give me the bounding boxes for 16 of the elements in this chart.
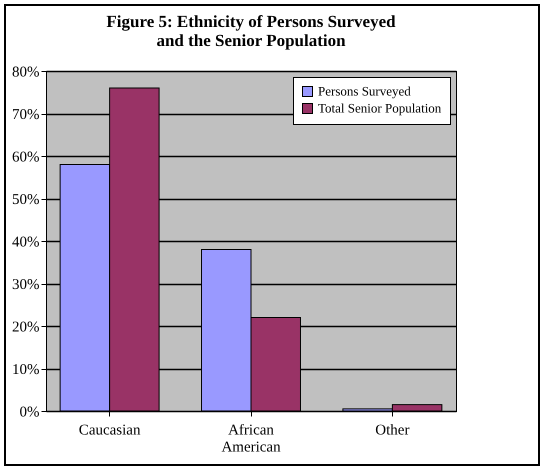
y-tick-label: 50% [12,192,40,208]
y-tick-label: 10% [12,362,40,378]
y-tick-label: 30% [12,277,40,293]
text: and the Senior Population [156,31,346,50]
x-tick-label: Other [375,422,410,438]
text: Figure 5: Ethnicity of Persons Surveyed [106,12,396,31]
y-tick-label: 0% [20,404,40,420]
y-tick-label: 20% [12,320,40,336]
y-tick-label: 60% [12,150,40,166]
legend-label: Total Senior Population [318,100,442,116]
x-tick-label: African American [221,422,282,456]
y-tick-label: 40% [12,234,40,250]
y-tick-label: 80% [12,64,40,80]
y-tick-label: 70% [12,107,40,123]
x-tick-label: Caucasian [78,422,141,438]
legend-label: Persons Surveyed [318,84,412,98]
